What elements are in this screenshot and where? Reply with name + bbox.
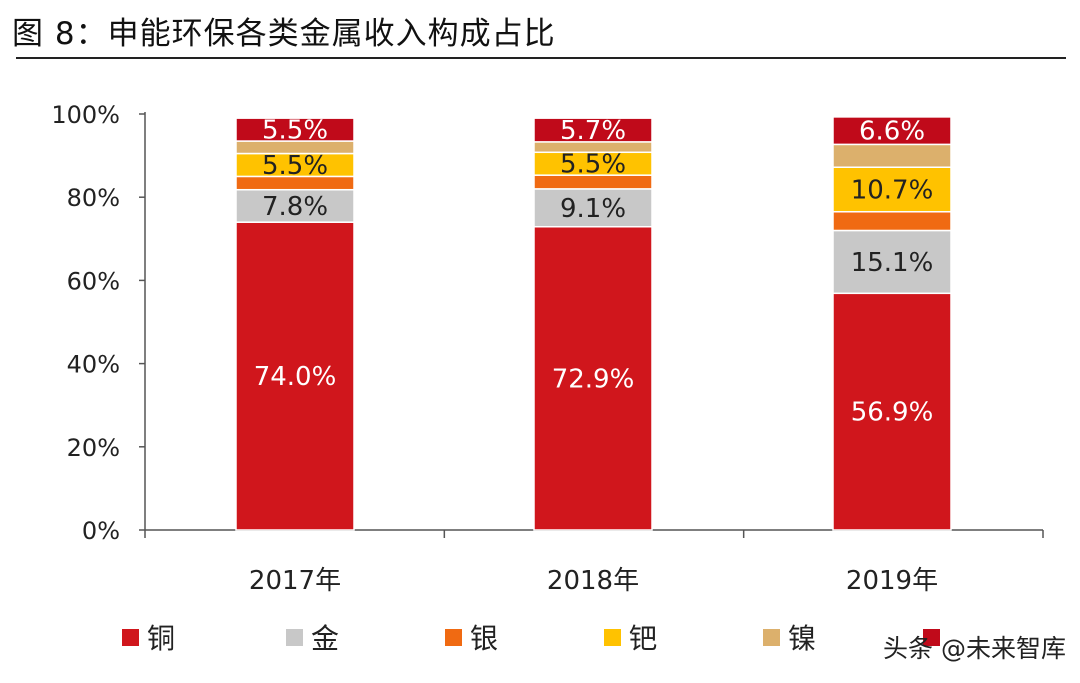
bar-data-label: 9.1%: [560, 194, 626, 224]
y-tick-label: 80%: [67, 184, 120, 212]
bar-segment: [832, 292, 952, 531]
y-tick-label: 0%: [82, 517, 120, 545]
y-tick-label: 40%: [67, 351, 120, 379]
bar-data-label: 72.9%: [552, 364, 635, 394]
bar-segment: [235, 221, 355, 531]
x-category-label: 2018年: [547, 566, 639, 596]
y-tick-label: 60%: [67, 267, 120, 295]
bar-data-label: 5.5%: [560, 150, 626, 180]
bar-segment: [533, 225, 653, 531]
legend-swatch: [604, 629, 621, 646]
legend-swatch: [763, 629, 780, 646]
legend-label: 钯: [629, 622, 657, 655]
title-divider: [16, 57, 1066, 59]
legend-swatch: [923, 629, 940, 646]
x-category-label: 2017年: [249, 566, 341, 596]
bar-data-label: 5.5%: [262, 151, 328, 181]
bar-data-label: 5.5%: [262, 116, 328, 146]
legend-label: 金: [311, 622, 339, 655]
watermark-text: 头条 @未来智库: [883, 634, 1066, 663]
bar-data-label: 5.7%: [560, 116, 626, 146]
y-tick-label: 100%: [51, 101, 120, 129]
legend-swatch: [286, 629, 303, 646]
bar-segment: [832, 229, 952, 295]
y-tick-label: 20%: [67, 434, 120, 462]
bar-data-label: 6.6%: [859, 117, 925, 147]
legend-label: 铜: [147, 622, 175, 655]
bar-data-label: 7.8%: [262, 192, 328, 222]
bar-segment: [533, 117, 653, 143]
bar-data-label: 56.9%: [851, 398, 934, 428]
legend-swatch: [122, 629, 139, 646]
bar-data-label: 15.1%: [851, 248, 934, 278]
figure-title: 图 8：申能环保各类金属收入构成占比: [12, 16, 556, 52]
legend-swatch: [445, 629, 462, 646]
bar-segment: [235, 117, 355, 142]
bar-segment: [235, 188, 355, 223]
bar-segment: [832, 166, 952, 213]
bar-segment: [832, 143, 952, 168]
bar-data-label: 10.7%: [851, 176, 934, 206]
legend-label: 镍: [788, 622, 816, 655]
bar-data-label: 74.0%: [254, 362, 337, 392]
bar-segment: [533, 188, 653, 228]
legend-label: 银: [470, 622, 498, 655]
bar-segment: [832, 211, 952, 232]
x-category-label: 2019年: [846, 566, 938, 596]
bar-segment: [832, 116, 952, 146]
